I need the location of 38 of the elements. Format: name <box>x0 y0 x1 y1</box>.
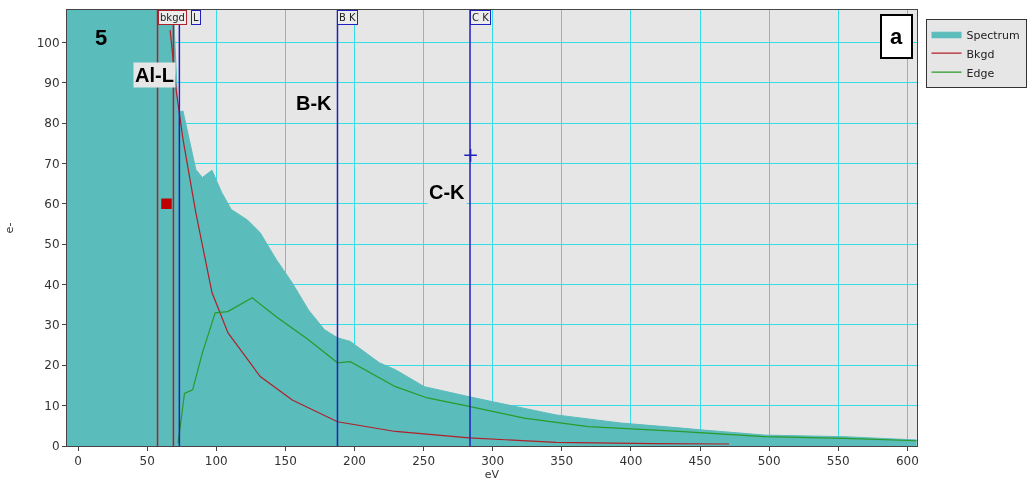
annotation: Al-L <box>135 64 174 86</box>
y-tick-label: 30 <box>44 318 60 333</box>
x-tick-label: 200 <box>343 454 366 469</box>
x-tick-label: 300 <box>481 454 505 469</box>
legend-label: Spectrum <box>966 28 1020 42</box>
annotation: 5 <box>95 25 108 50</box>
ref-line-label: bkgd <box>160 12 185 23</box>
x-tick-label: 250 <box>412 454 436 469</box>
y-tick-label: 80 <box>44 116 60 131</box>
x-tick-label: 450 <box>688 454 712 469</box>
x-tick-label: 500 <box>757 454 781 469</box>
x-tick-label: 50 <box>139 454 155 469</box>
x-tick-label: 0 <box>74 454 82 469</box>
x-tick-label: 150 <box>273 454 297 469</box>
x-tick-label: 600 <box>895 454 919 469</box>
annotation: B-K <box>296 92 333 114</box>
annotation: C-K <box>429 181 466 203</box>
annotation: a <box>890 24 903 49</box>
ref-line-label: L <box>193 12 199 23</box>
y-tick-label: 90 <box>44 75 60 90</box>
y-tick-label: 40 <box>44 277 60 292</box>
y-tick-label: 50 <box>44 237 60 252</box>
x-tick-label: 100 <box>204 454 228 469</box>
x-tick-label: 550 <box>826 454 850 469</box>
x-tick-label: 400 <box>619 454 643 469</box>
legend-label: Edge <box>966 66 995 80</box>
legend-label: Bkgd <box>966 47 995 61</box>
y-tick-label: 0 <box>51 439 60 454</box>
y-tick-label: 60 <box>44 196 60 211</box>
ref-line-label: C K <box>472 12 490 23</box>
y-tick-label: 20 <box>44 358 60 373</box>
ref-line-label: B K <box>339 12 357 23</box>
y-tick-label: 70 <box>44 156 60 171</box>
y-tick-label: 100 <box>36 35 60 50</box>
x-tick-label: 350 <box>550 454 574 469</box>
y-axis-title: e- <box>3 222 17 234</box>
x-axis-title: eV <box>484 468 500 482</box>
y-tick-label: 10 <box>44 398 60 413</box>
